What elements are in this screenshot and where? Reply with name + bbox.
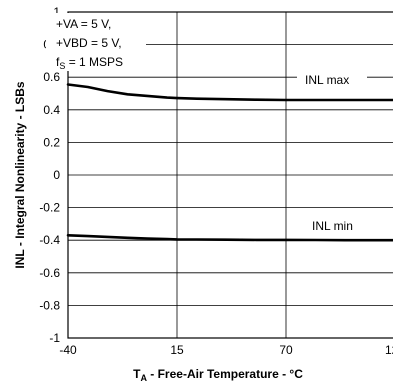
condition-fs-rest: = 1 MSPS — [65, 55, 123, 69]
series-line-inl-min — [66, 234, 393, 242]
y-tick-label: -0.8 — [39, 298, 60, 312]
y-tick-label: 0.6 — [43, 70, 60, 84]
x-axis-title-rest: - Free-Air Temperature - °C — [147, 367, 303, 381]
condition-vbd: +VBD = 5 V, — [56, 36, 122, 50]
y-tick-label: 1 — [53, 5, 60, 19]
x-tick-label: 70 — [279, 343, 293, 357]
x-tick-label: -40 — [59, 343, 77, 357]
condition-fs-sub: S — [59, 61, 65, 71]
plot-frame — [67, 11, 393, 339]
condition-fs: fS = 1 MSPS — [56, 55, 123, 71]
x-axis-title: TA - Free-Air Temperature - °C — [133, 367, 303, 383]
y-tick-label: 0.2 — [43, 135, 60, 149]
x-tick-label: 15 — [170, 343, 184, 357]
y-tick-label: -0.2 — [39, 201, 60, 215]
conditions-box — [46, 13, 146, 71]
data-series — [66, 83, 393, 242]
inl-max-label: INL max — [305, 73, 349, 87]
series-line-inl-max — [66, 83, 393, 102]
condition-va: +VA = 5 V, — [56, 17, 111, 31]
condition-fs-main: f — [56, 55, 60, 69]
inl-max-label-bg — [297, 70, 367, 88]
x-axis-title-main: T — [133, 367, 141, 381]
inl-min-label: INL min — [312, 219, 353, 233]
y-tick-label: -1 — [49, 331, 60, 345]
y-tick-label: -0.4 — [39, 233, 60, 247]
y-tick-label: -0.6 — [39, 266, 60, 280]
x-axis-title-sub: A — [140, 373, 147, 383]
x-tick-label: 125 — [385, 343, 393, 357]
y-tick-label: 0 — [53, 168, 60, 182]
y-tick-label: 0.4 — [43, 103, 60, 117]
y-axis-title: INL - Integral Nonlinearity - LSBs — [13, 81, 27, 268]
x-tick-labels: -40 15 70 125 — [59, 343, 393, 357]
